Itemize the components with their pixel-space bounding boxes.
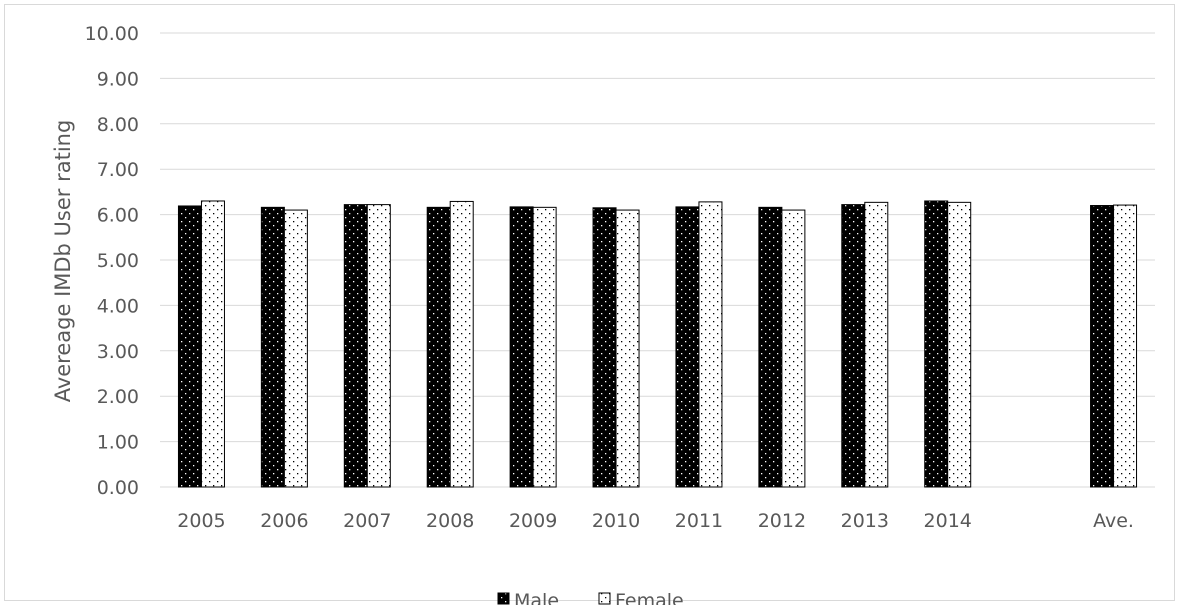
y-tick-label: 6.00 — [97, 205, 139, 227]
gridlines — [160, 32, 1155, 488]
y-tick-label: 8.00 — [97, 114, 139, 136]
x-tick-label: 2010 — [592, 510, 640, 532]
y-tick-label: 4.00 — [97, 295, 139, 317]
y-axis-title: Avereage IMDb User rating — [51, 120, 75, 403]
bars — [177, 200, 1138, 488]
x-axis-tick-labels: 2005 2006 2007 2008 2009 2010 2011 2012 2013 2014… — [177, 510, 1134, 532]
bar-male-2010 — [592, 207, 617, 488]
bar-female-2011 — [698, 201, 723, 488]
legend: Male Female — [497, 590, 684, 605]
bar-male-2005 — [177, 205, 202, 488]
bar-female-2010 — [615, 209, 640, 488]
bar-male-2007 — [343, 204, 368, 488]
y-tick-label: 7.00 — [97, 159, 139, 181]
bar-female-2007 — [366, 204, 391, 488]
bar-female-2009 — [532, 206, 557, 488]
x-tick-label: 2007 — [343, 510, 391, 532]
y-tick-label: 5.00 — [97, 250, 139, 272]
bar-male-2008 — [426, 206, 451, 488]
legend-label-female: Female — [615, 590, 684, 605]
x-tick-label: 2011 — [675, 510, 723, 532]
bar-male-2014 — [924, 200, 949, 488]
y-tick-label: 10.00 — [85, 23, 139, 45]
x-tick-label: 2013 — [841, 510, 889, 532]
x-tick-label: 2006 — [260, 510, 308, 532]
bar-male-2012 — [758, 206, 783, 488]
x-tick-label: 2012 — [758, 510, 806, 532]
bar-female-Ave. — [1113, 204, 1138, 488]
x-tick-label: 2005 — [177, 510, 225, 532]
bar-female-2008 — [449, 200, 474, 488]
x-tick-label: Ave. — [1093, 510, 1134, 532]
bar-female-2005 — [200, 200, 225, 488]
legend-swatch-male — [497, 592, 510, 605]
y-tick-label: 3.00 — [97, 341, 139, 363]
bar-female-2012 — [781, 209, 806, 488]
y-tick-label: 1.00 — [97, 432, 139, 454]
bar-male-2009 — [509, 206, 534, 488]
x-tick-label: 2008 — [426, 510, 474, 532]
bar-female-2014 — [947, 201, 972, 488]
y-tick-label: 9.00 — [97, 68, 139, 90]
legend-label-male: Male — [514, 590, 559, 605]
bar-female-2006 — [283, 209, 308, 488]
x-tick-label: 2014 — [924, 510, 972, 532]
x-tick-label: 2009 — [509, 510, 557, 532]
y-axis-tick-labels: 0.00 1.00 2.00 3.00 4.00 5.00 6.00 7.00 8.00 9.00… — [85, 23, 139, 499]
legend-swatch-female — [598, 592, 611, 605]
bar-male-2006 — [260, 206, 285, 488]
bar-male-2013 — [841, 204, 866, 488]
y-tick-label: 0.00 — [97, 477, 139, 499]
bar-female-2013 — [864, 201, 889, 488]
bar-male-2011 — [675, 206, 700, 488]
y-tick-label: 2.00 — [97, 386, 139, 408]
bar-male-Ave. — [1090, 205, 1115, 488]
